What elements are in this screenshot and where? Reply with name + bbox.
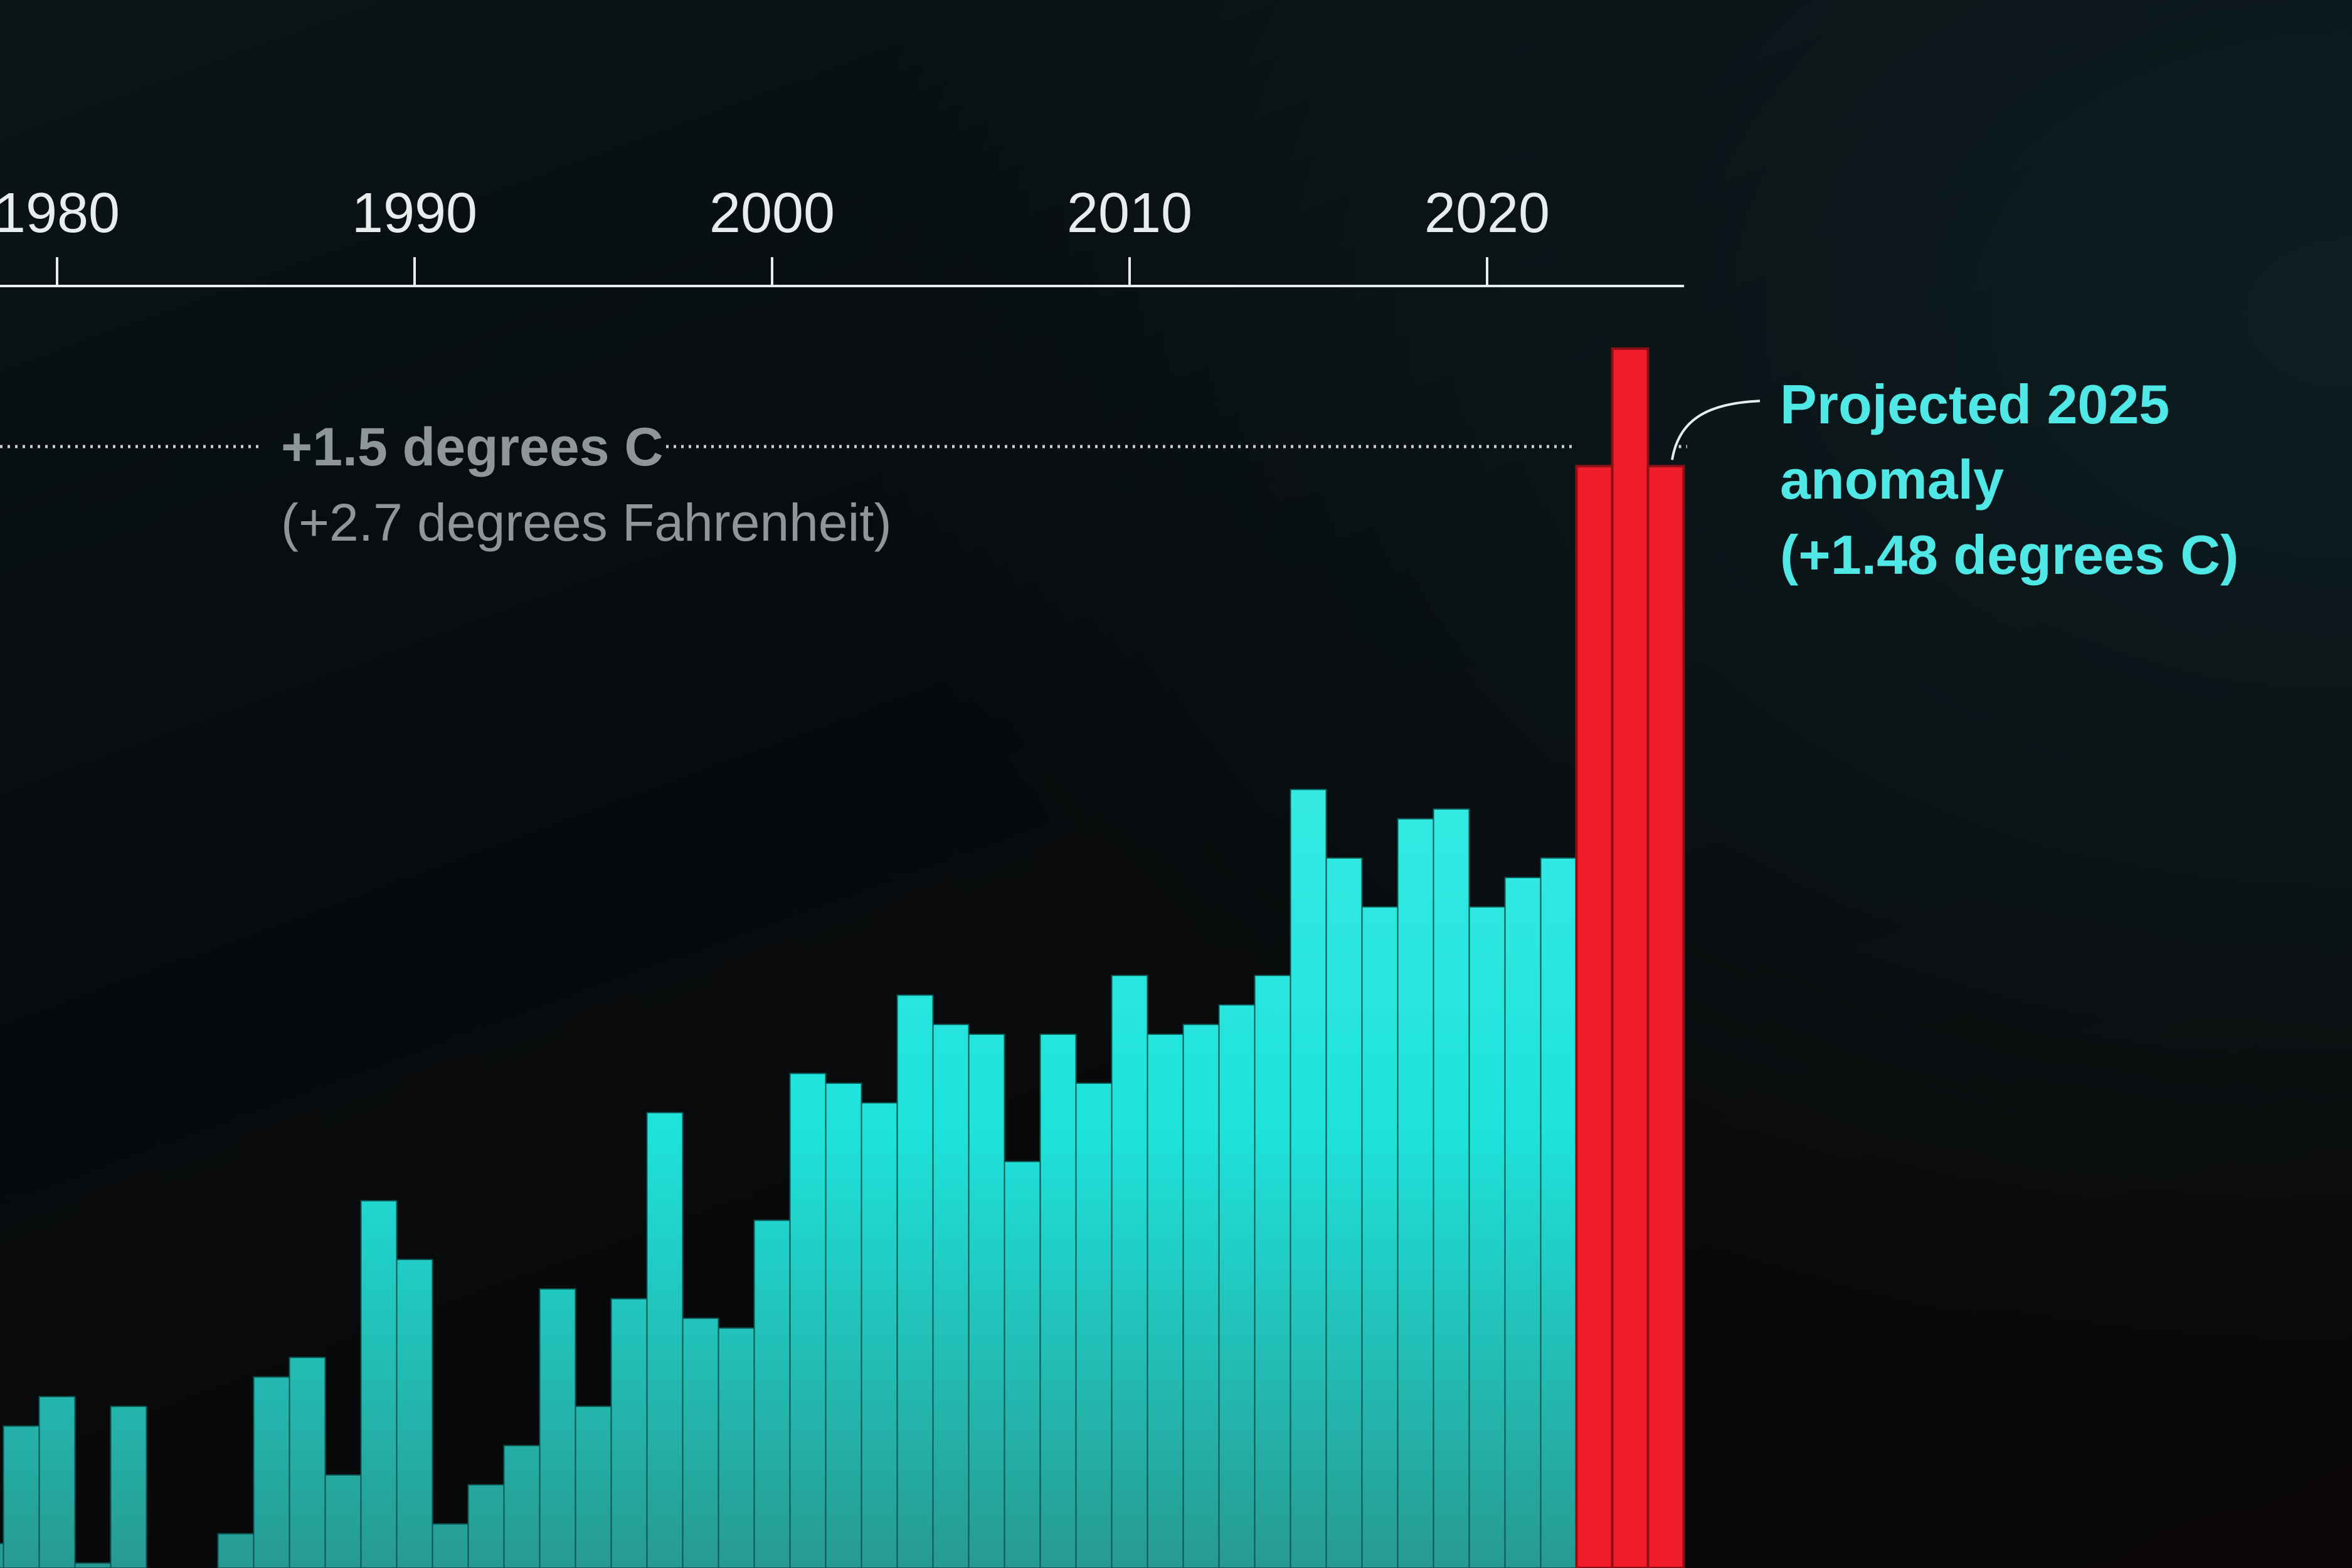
bar-2022 — [1540, 857, 1577, 1568]
reference-line-label: +1.5 degrees C — [281, 417, 664, 477]
annotation-line-3: (+1.48 degrees C) — [1780, 524, 2238, 586]
bar-2003 — [861, 1102, 898, 1568]
bar-2025 — [1646, 465, 1685, 1568]
bar-1989 — [360, 1200, 398, 1568]
annotation-line-1: Projected 2025 — [1780, 373, 2169, 435]
bar-2019 — [1433, 808, 1470, 1568]
bar-1990 — [396, 1259, 433, 1568]
bar-2016 — [1325, 857, 1363, 1568]
bar-2018 — [1397, 818, 1434, 1568]
bar-2005 — [932, 1024, 970, 1568]
bar-2017 — [1361, 906, 1399, 1568]
x-tick-label-1990: 1990 — [352, 182, 477, 245]
reference-line-sublabel: (+2.7 degrees Fahrenheit) — [281, 493, 892, 552]
bar-2014 — [1254, 975, 1291, 1568]
bar-1992 — [467, 1484, 505, 1568]
bar-2021 — [1504, 877, 1542, 1568]
bar-2002 — [825, 1083, 862, 1568]
x-axis: 1980 1990 2000 2010 2020 — [0, 182, 1684, 287]
annotation-leader-line — [1671, 400, 1761, 460]
bar-2000 — [753, 1219, 791, 1568]
bar-2004 — [896, 994, 934, 1568]
bar-2009 — [1075, 1083, 1113, 1568]
bar-1994 — [539, 1288, 576, 1568]
bar-2010 — [1111, 975, 1148, 1568]
bar-2023 — [1575, 465, 1614, 1568]
bar-1991 — [432, 1523, 469, 1568]
bar-1982 — [110, 1406, 147, 1568]
bar-1979 — [3, 1425, 40, 1568]
annotation-line-2: anomaly — [1780, 448, 2004, 511]
bar-group — [0, 347, 1685, 1568]
bar-2006 — [968, 1033, 1005, 1568]
bar-1985 — [217, 1533, 255, 1568]
bar-2024 — [1611, 347, 1650, 1568]
x-tick-label-2010: 2010 — [1067, 182, 1192, 245]
bar-1996 — [610, 1298, 648, 1568]
projection-annotation: Projected 2025 anomaly (+1.48 degrees C) — [1671, 373, 2238, 586]
bar-1980 — [38, 1396, 76, 1568]
x-tick-label-2020: 2020 — [1424, 182, 1550, 245]
bar-1988 — [324, 1474, 362, 1568]
bar-2011 — [1147, 1033, 1184, 1568]
bar-1981 — [74, 1562, 112, 1568]
bar-2015 — [1290, 788, 1327, 1568]
bar-1995 — [575, 1406, 612, 1568]
bar-1997 — [646, 1111, 684, 1568]
bar-2013 — [1218, 1004, 1256, 1568]
bar-2012 — [1182, 1024, 1220, 1568]
x-tick-label-1980: 1980 — [0, 182, 120, 245]
bar-2008 — [1039, 1033, 1077, 1568]
bar-1987 — [289, 1357, 326, 1568]
reference-line-group: +1.5 degrees C (+2.7 degrees Fahrenheit) — [0, 417, 1687, 552]
bar-2001 — [789, 1073, 827, 1568]
bar-1999 — [718, 1327, 755, 1568]
bar-1998 — [682, 1317, 719, 1568]
bar-2007 — [1004, 1160, 1041, 1568]
bar-1986 — [253, 1376, 290, 1568]
x-tick-label-2000: 2000 — [709, 182, 835, 245]
bar-2020 — [1468, 906, 1506, 1568]
bar-1993 — [503, 1444, 541, 1568]
